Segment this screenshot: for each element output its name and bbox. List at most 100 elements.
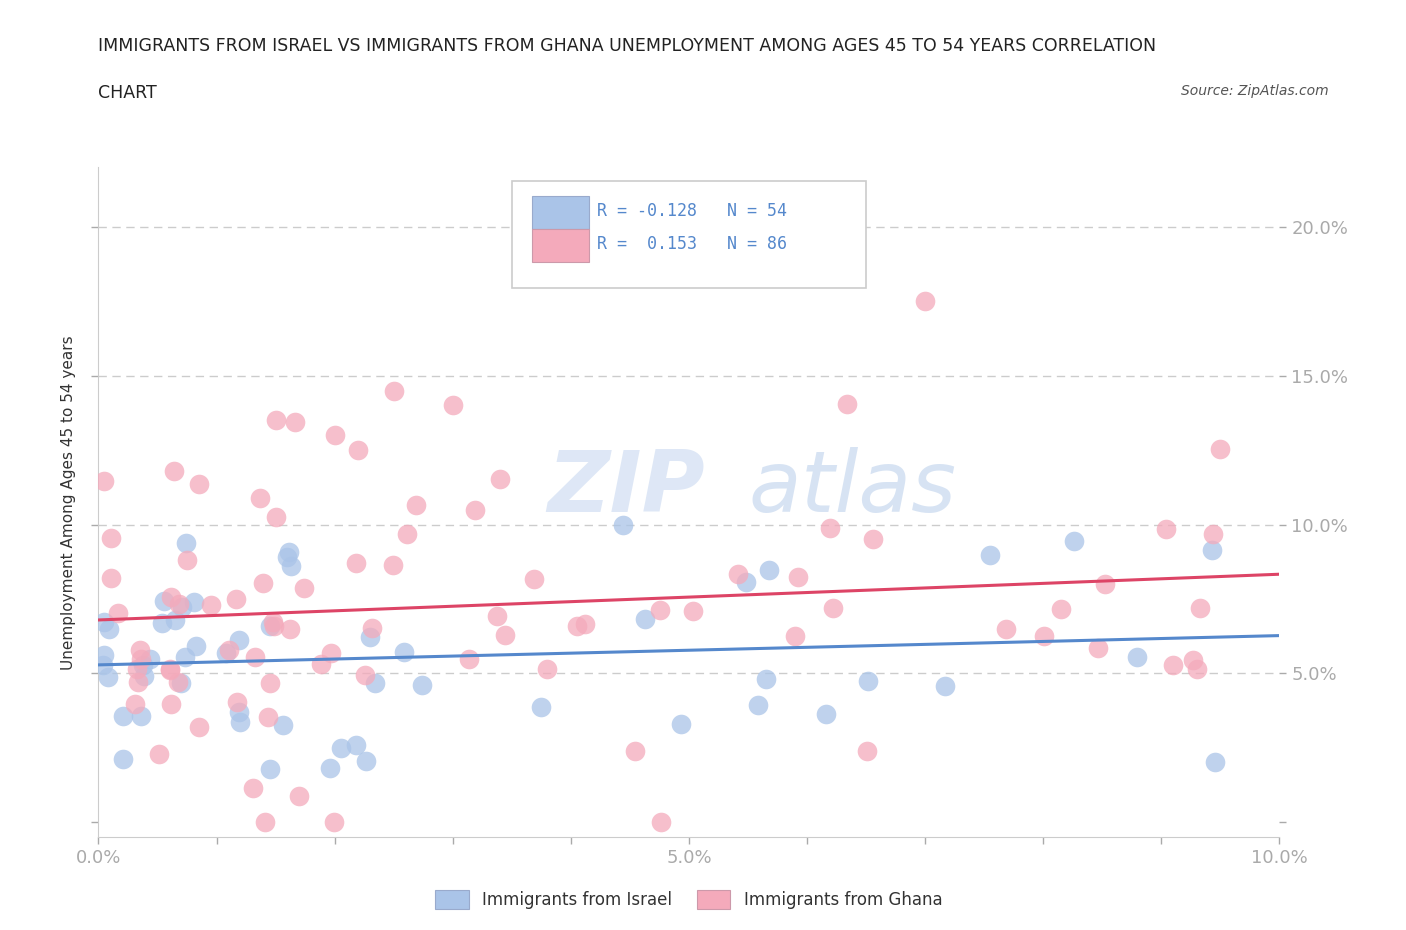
Point — [280, 558, 302, 573]
Point — [125, 662, 148, 677]
Point — [263, 618, 285, 633]
Point — [229, 714, 252, 729]
Point — [565, 618, 588, 633]
Point — [354, 668, 377, 683]
Point — [464, 503, 486, 518]
Point — [1154, 522, 1177, 537]
Point — [523, 572, 546, 587]
Point — [323, 428, 346, 443]
FancyBboxPatch shape — [512, 180, 866, 288]
Point — [264, 510, 287, 525]
Point — [163, 612, 186, 627]
Point — [271, 717, 294, 732]
Point — [1189, 601, 1212, 616]
Point — [170, 600, 193, 615]
Point — [624, 743, 647, 758]
Y-axis label: Unemployment Among Ages 45 to 54 years: Unemployment Among Ages 45 to 54 years — [60, 335, 76, 670]
Point — [288, 789, 311, 804]
Point — [176, 552, 198, 567]
Point — [228, 632, 250, 647]
Point — [536, 661, 558, 676]
Point — [188, 720, 211, 735]
Text: atlas: atlas — [748, 447, 956, 530]
Point — [100, 530, 122, 545]
Point — [747, 698, 769, 712]
Point — [648, 603, 671, 618]
Legend: Immigrants from Israel, Immigrants from Ghana: Immigrants from Israel, Immigrants from … — [429, 884, 949, 916]
Point — [914, 294, 936, 309]
Point — [132, 669, 155, 684]
Point — [411, 677, 433, 692]
Point — [330, 740, 353, 755]
Point — [530, 700, 553, 715]
Point — [394, 644, 416, 659]
Text: ZIP: ZIP — [547, 447, 704, 530]
Point — [785, 629, 807, 644]
Point — [257, 710, 280, 724]
Point — [278, 621, 301, 636]
Point — [159, 662, 181, 677]
Point — [1182, 653, 1205, 668]
Point — [1126, 650, 1149, 665]
Point — [727, 567, 749, 582]
Point — [183, 595, 205, 610]
Point — [124, 697, 146, 711]
Point — [486, 608, 509, 623]
Point — [979, 548, 1001, 563]
Point — [823, 601, 845, 616]
Point — [167, 596, 190, 611]
Point — [1187, 661, 1209, 676]
Point — [166, 674, 188, 689]
Point — [225, 591, 247, 606]
Point — [321, 646, 343, 661]
Point — [322, 815, 344, 830]
FancyBboxPatch shape — [531, 195, 589, 229]
Point — [174, 535, 197, 550]
Point — [361, 620, 384, 635]
Point — [262, 615, 284, 630]
Point — [758, 563, 780, 578]
Point — [150, 616, 173, 631]
Point — [93, 473, 115, 488]
Point — [309, 657, 332, 671]
Point — [360, 630, 382, 644]
Point — [1049, 602, 1071, 617]
Point — [1032, 629, 1054, 644]
Point — [1204, 755, 1226, 770]
Point — [159, 661, 181, 676]
Point — [818, 521, 841, 536]
Text: R = -0.128   N = 54: R = -0.128 N = 54 — [596, 202, 787, 219]
Point — [934, 679, 956, 694]
Point — [364, 676, 387, 691]
Point — [139, 651, 162, 666]
Point — [226, 695, 249, 710]
Point — [93, 647, 115, 662]
Text: IMMIGRANTS FROM ISRAEL VS IMMIGRANTS FROM GHANA UNEMPLOYMENT AMONG AGES 45 TO 54: IMMIGRANTS FROM ISRAEL VS IMMIGRANTS FRO… — [98, 37, 1157, 55]
Point — [669, 717, 692, 732]
Point — [218, 643, 240, 658]
Point — [347, 443, 370, 458]
Point — [292, 580, 315, 595]
Point — [259, 618, 281, 633]
Point — [259, 762, 281, 777]
Point — [381, 557, 404, 572]
Point — [284, 414, 307, 429]
Point — [814, 707, 837, 722]
Point — [169, 675, 191, 690]
Point — [344, 737, 367, 752]
Point — [253, 815, 276, 830]
Point — [148, 747, 170, 762]
Text: CHART: CHART — [98, 84, 157, 101]
Point — [252, 575, 274, 590]
Point — [159, 590, 181, 604]
Point — [249, 491, 271, 506]
Point — [1094, 577, 1116, 591]
Point — [396, 526, 419, 541]
Point — [111, 752, 134, 767]
Point — [188, 477, 211, 492]
Text: Source: ZipAtlas.com: Source: ZipAtlas.com — [1181, 84, 1329, 98]
Point — [228, 704, 250, 719]
Point — [214, 645, 236, 660]
FancyBboxPatch shape — [531, 229, 589, 262]
Point — [855, 744, 877, 759]
